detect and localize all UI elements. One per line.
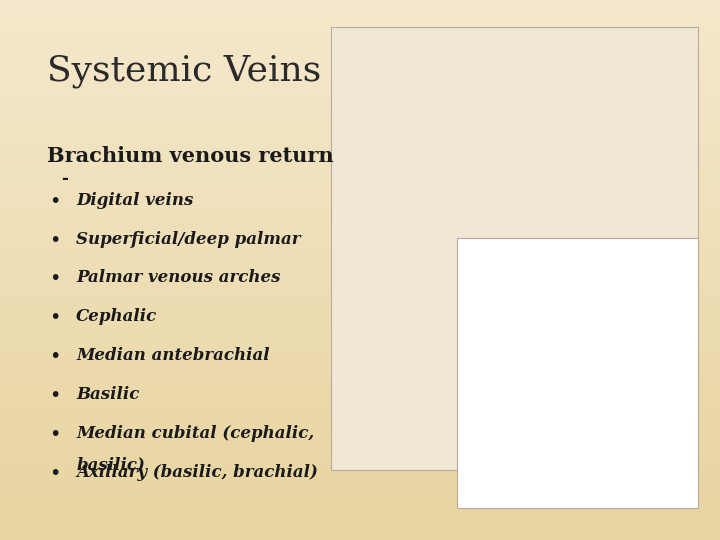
Text: •: • [49, 464, 60, 483]
Text: •: • [49, 231, 60, 249]
Text: Basilic: Basilic [76, 386, 140, 403]
Text: basilic): basilic) [76, 456, 145, 473]
Text: Median cubital (cephalic,: Median cubital (cephalic, [76, 425, 315, 442]
FancyBboxPatch shape [331, 27, 698, 470]
Text: Cephalic: Cephalic [76, 308, 158, 325]
Text: Median antebrachial: Median antebrachial [76, 347, 270, 364]
Text: Axillary (basilic, brachial): Axillary (basilic, brachial) [76, 464, 318, 481]
Text: •: • [49, 386, 60, 405]
Text: Palmar venous arches: Palmar venous arches [76, 269, 281, 286]
Text: Systemic Veins: Systemic Veins [47, 54, 321, 88]
Text: -: - [61, 170, 68, 187]
Text: •: • [49, 269, 60, 288]
Text: •: • [49, 308, 60, 327]
Text: •: • [49, 347, 60, 366]
FancyBboxPatch shape [457, 238, 698, 508]
Text: Superficial/deep palmar: Superficial/deep palmar [76, 231, 301, 247]
Text: Digital veins: Digital veins [76, 192, 194, 208]
Text: •: • [49, 425, 60, 444]
Text: •: • [49, 192, 60, 211]
Text: Brachium venous return: Brachium venous return [47, 146, 333, 166]
